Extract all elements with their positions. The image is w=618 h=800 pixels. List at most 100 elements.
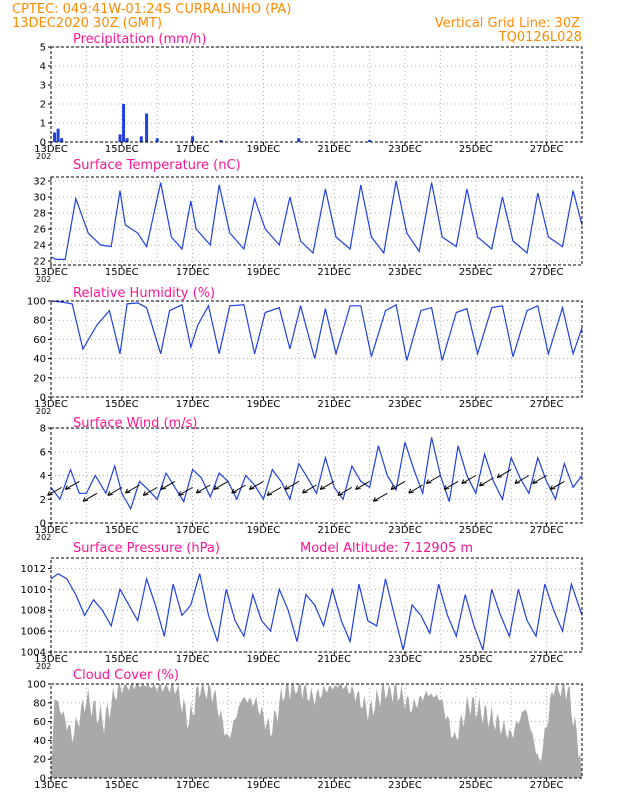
cloud-xtick-label: 13DEC (34, 780, 68, 791)
cloud-title: Cloud Cover (%) (73, 668, 179, 683)
wind-arrow (302, 484, 317, 494)
temperature-xtick-label: 13DEC (34, 267, 68, 278)
wind-arrowhead (514, 479, 520, 484)
pressure-xtick-label: 13DEC (34, 654, 68, 665)
wind-arrow (213, 481, 229, 490)
wind-arrow (178, 486, 193, 496)
wind-ytick-label: 0 (40, 519, 46, 530)
temperature-xtick-label: 27DEC (530, 267, 564, 278)
temperature-xtick-label: 21DEC (317, 267, 351, 278)
wind-arrow (443, 481, 459, 490)
wind-arrow (284, 481, 300, 490)
wind-arrow (107, 486, 123, 496)
pressure-annotation: Model Altitude: 7.12905 m (300, 541, 473, 556)
pressure-xtick-label: 21DEC (317, 654, 351, 665)
cloud-xtick-label: 25DEC (459, 780, 493, 791)
wind-arrowhead (284, 485, 290, 490)
temperature-ytick-label: 24 (33, 241, 46, 252)
precip-frame (50, 46, 583, 143)
precip-bar (155, 138, 159, 142)
pressure-year-cut: 202 (36, 662, 51, 671)
precip-bar (56, 128, 60, 142)
pressure-xtick-label: 15DEC (105, 654, 139, 665)
humidity-title: Relative Humidity (%) (73, 286, 215, 301)
wind-arrow (125, 484, 140, 494)
wind-arrowhead (107, 491, 113, 496)
precip-ytick-label: 3 (40, 81, 46, 92)
pressure-frame (50, 557, 583, 653)
header-location: CPTEC: 049:41W-01:24S CURRALINHO (PA) (12, 2, 291, 17)
precip-panel: Precipitation (mm/h) 0 1 2 3 4 5 13DEC 15DEC 17DE… (34, 32, 583, 161)
wind-arrowhead (549, 485, 556, 490)
precip-bar (297, 138, 301, 142)
wind-arrowhead (125, 488, 131, 494)
precip-xtick-label: 15DEC (105, 144, 139, 155)
humidity-ytick-label: 0 (40, 393, 46, 404)
wind-xtick-label: 19DEC (247, 525, 281, 536)
humidity-xtick-label: 21DEC (317, 399, 351, 410)
precip-bar (191, 136, 195, 142)
header-datetime: 13DEC2020 30Z (GMT) (12, 16, 162, 31)
pressure-ytick-label: 1006 (21, 627, 46, 638)
pressure-line (50, 572, 583, 651)
precip-bar (53, 132, 57, 142)
temperature-xtick-label: 23DEC (388, 267, 422, 278)
wind-arrow (337, 486, 353, 496)
wind-panel: Surface Wind (m/s) 0 2 4 6 8 13DEC 15DEC 17DEC 19… (34, 416, 583, 542)
wind-arrowhead (82, 497, 89, 502)
wind-ytick-label: 4 (40, 471, 46, 482)
wind-arrow (231, 484, 246, 494)
wind-arrowhead (372, 497, 379, 502)
precip-bar (219, 140, 223, 142)
precip-bar (122, 104, 126, 142)
precip-ytick-label: 1 (40, 119, 46, 130)
wind-arrow (550, 481, 565, 490)
cloud-ytick-label: 80 (33, 698, 46, 709)
humidity-panel: Relative Humidity (%) 0 20 40 60 80 100 13DEC 15… (27, 286, 583, 416)
cloud-ytick-label: 60 (33, 717, 46, 728)
wind-ytick-label: 6 (40, 447, 46, 458)
wind-arrow (408, 484, 423, 494)
precip-title: Precipitation (mm/h) (73, 32, 206, 47)
wind-arrow (319, 481, 335, 490)
precip-bar (118, 134, 122, 142)
wind-arrow (160, 481, 176, 490)
humidity-ytick-label: 80 (33, 316, 46, 327)
wind-arrowhead (532, 479, 538, 484)
pressure-xtick-label: 19DEC (247, 654, 281, 665)
humidity-xtick-label: 19DEC (247, 399, 281, 410)
wind-arrowhead (479, 481, 485, 487)
wind-xtick-label: 15DEC (105, 525, 139, 536)
wind-arrow (461, 475, 477, 484)
wind-xtick-label: 17DEC (176, 525, 210, 536)
wind-arrow (532, 475, 547, 484)
temperature-xtick-label: 25DEC (459, 267, 493, 278)
cloud-ytick-label: 40 (33, 736, 46, 747)
wind-arrowhead (496, 473, 503, 479)
temperature-xtick-label: 17DEC (176, 267, 210, 278)
wind-arrow (496, 469, 512, 478)
wind-ytick-label: 8 (40, 424, 46, 435)
humidity-xtick-label: 27DEC (530, 399, 564, 410)
pressure-panel: Surface Pressure (hPa) Model Altitude: 7.… (21, 541, 583, 671)
precip-xtick-label: 23DEC (388, 144, 422, 155)
wind-arrowhead (425, 479, 432, 484)
wind-ytick-label: 2 (40, 495, 46, 506)
temperature-title: Surface Temperature (nC) (73, 158, 241, 173)
wind-arrowhead (355, 485, 361, 490)
precip-ytick-label: 0 (40, 138, 46, 149)
cloud-ytick-label: 0 (40, 774, 46, 785)
temperature-ytick-label: 32 (33, 177, 46, 188)
cloud-ytick-label: 100 (27, 680, 46, 691)
wind-arrow (47, 486, 62, 496)
wind-arrowhead (443, 485, 450, 490)
precip-xtick-label: 25DEC (459, 144, 493, 155)
wind-arrowhead (266, 491, 273, 496)
cloud-area (51, 684, 582, 778)
pressure-ytick-label: 1004 (21, 648, 46, 659)
pressure-ytick-label: 1010 (21, 585, 46, 596)
temperature-year-cut: 202 (36, 275, 51, 284)
precip-xtick-label: 17DEC (176, 144, 210, 155)
wind-arrow (373, 492, 388, 502)
